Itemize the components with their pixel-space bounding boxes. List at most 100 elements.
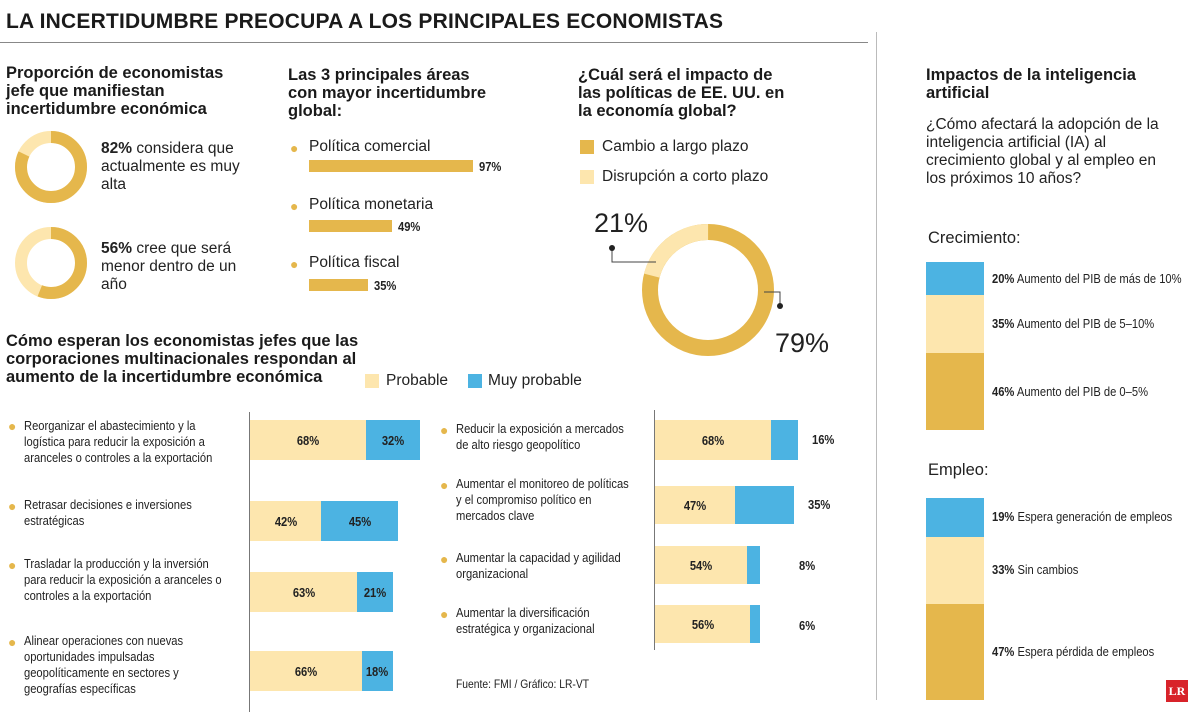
s1-heading: Proporción de economistas jefe que manif… [6, 64, 224, 118]
s5-employment-label: Empleo: [928, 461, 989, 479]
s5-growth-label: Crecimiento: [928, 229, 1021, 247]
s5-employment-seg-2 [926, 536, 984, 605]
s4-r-bullet-2: ● [440, 477, 449, 493]
s5-growth-seg-3 [926, 353, 984, 430]
s5-growth-seg-1 [926, 262, 984, 296]
s5-question: ¿Cómo afectará la adopción de la intelig… [926, 116, 1159, 187]
s3-donut [609, 224, 783, 356]
s4-r-text-3: Aumentar la capacidad y agilidad organiz… [456, 550, 621, 581]
s4-r-muy-label-3: 8% [799, 558, 816, 573]
s3-label-79: 79% [775, 328, 830, 358]
lr-logo: LR [1166, 680, 1188, 702]
s4-l-muy-3: 21% [357, 572, 393, 612]
s5-employment-seg-3 [926, 604, 984, 700]
s3-legend-1: Cambio a largo plazo [602, 138, 749, 155]
s4-r-muy-2 [734, 486, 795, 524]
s4-right-axis [654, 410, 655, 650]
s1-item-2-pct: 56% [101, 240, 133, 257]
s4-r-muy-label-1: 16% [811, 432, 835, 447]
s4-l-probable-4: 66% [250, 651, 363, 691]
s4-l-muy-2: 45% [321, 501, 398, 541]
s4-l-probable-3: 63% [250, 572, 358, 612]
s3-legend-2: Disrupción a corto plazo [602, 168, 769, 185]
s5-employment-seg-1 [926, 498, 984, 537]
s4-r-muy-label-4: 6% [799, 618, 816, 633]
s2-label-3: Política fiscal [309, 254, 400, 271]
s2-value-3: 35% [374, 278, 397, 293]
vertical-divider [876, 32, 877, 700]
s4-r-text-1: Reducir la exposición a mercados de alto… [456, 421, 624, 452]
s4-r-row-3: 54% [655, 546, 761, 584]
s3-leader-79-dot [777, 303, 783, 309]
page-title: LA INCERTIDUMBRE PREOCUPA A LOS PRINCIPA… [6, 10, 724, 33]
s1-donut-2-arc [15, 227, 87, 299]
s1-item-1: 82% considera que actualmente es muy alt… [101, 140, 241, 194]
s4-l-row-4: 66% 18% [250, 651, 393, 691]
s4-r-muy-3 [746, 546, 761, 584]
s5-growth-seg-2 [926, 295, 984, 354]
s4-l-bullet-3: ● [8, 557, 17, 573]
s4-r-muy-4 [750, 605, 761, 643]
s4-heading: Cómo esperan los economistas jefes que l… [6, 332, 359, 386]
s4-r-row-4: 56% [655, 605, 761, 643]
s2-bullet-2: ● [290, 198, 299, 214]
s4-r-muy-label-2: 35% [808, 497, 831, 512]
s4-l-text-1: Reorganizar el abastecimiento y la logís… [24, 418, 213, 465]
s4-l-probable-2: 42% [250, 501, 322, 541]
title-divider [0, 42, 868, 43]
s5-employment-stack [926, 498, 984, 700]
s4-r-probable-4: 56% [655, 605, 751, 643]
s4-l-muy-4: 18% [362, 651, 393, 691]
s4-l-row-1: 68% 32% [250, 420, 420, 460]
s3-leader-21 [611, 248, 656, 263]
s4-l-bullet-2: ● [8, 498, 17, 514]
s5-growth-label-1: 20% Aumento del PIB de más de 10% [992, 270, 1182, 286]
s3-legend-swatch-1 [580, 140, 594, 154]
s4-r-row-1: 68% [655, 420, 798, 460]
s1-item-1-text: considera que actualmente es muy alta [101, 140, 240, 193]
s3-slice-short [642, 224, 774, 356]
s2-label-1: Política comercial [309, 138, 431, 155]
s1-item-2: 56% cree que será menor dentro de un año [101, 240, 241, 294]
s2-heading: Las 3 principales áreas con mayor incert… [288, 66, 487, 120]
s4-legend-swatch-probable [365, 374, 379, 388]
s4-l-row-2: 42% 45% [250, 501, 398, 541]
s5-growth-label-3: 46% Aumento del PIB de 0–5% [992, 383, 1149, 399]
s1-donut-1 [15, 131, 87, 203]
s2-bar-2 [309, 220, 392, 232]
s1-item-2-text: cree que será menor dentro de un año [101, 240, 237, 293]
s4-r-probable-3: 54% [655, 546, 747, 584]
s4-left-axis [249, 412, 250, 712]
s4-legend-swatch-muy [468, 374, 482, 388]
s4-l-text-4: Alinear operaciones con nuevas oportunid… [24, 633, 184, 696]
source-note: Fuente: FMI / Gráfico: LR-VT [456, 677, 590, 691]
s4-l-text-3: Trasladar la producción y la inversión p… [24, 556, 222, 603]
s4-r-probable-2: 47% [655, 486, 735, 524]
s2-label-2: Política monetaria [309, 196, 434, 213]
s4-legend-probable: Probable [386, 372, 449, 389]
s5-growth-label-2: 35% Aumento del PIB de 5–10% [992, 316, 1155, 332]
s3-legend-swatch-2 [580, 170, 594, 184]
s4-l-probable-1: 68% [250, 420, 366, 460]
s4-r-row-2: 47% [655, 486, 795, 524]
s5-employment-label-2: 33% Sin cambios [992, 562, 1079, 578]
s4-r-bullet-1: ● [440, 422, 449, 438]
s1-item-1-pct: 82% [101, 140, 133, 157]
s3-heading: ¿Cuál será el impacto de las políticas d… [578, 66, 785, 120]
s3-label-21: 21% [594, 208, 649, 238]
s5-employment-label-1: 19% Espera generación de empleos [992, 509, 1173, 525]
s2-value-1: 97% [479, 159, 502, 174]
s4-l-row-3: 63% 21% [250, 572, 393, 612]
s2-bullet-3: ● [290, 256, 299, 272]
s4-l-muy-1: 32% [365, 420, 420, 460]
s4-r-text-4: Aumentar la diversificación estratégica … [456, 605, 595, 636]
s1-donut-1-arc [15, 131, 87, 203]
s4-r-bullet-3: ● [440, 551, 449, 567]
s4-legend-muy: Muy probable [488, 372, 582, 389]
s3-leader-21-dot [609, 245, 615, 251]
s1-donut-2 [15, 227, 87, 299]
s4-r-text-2: Aumentar el monitoreo de políticas y el … [456, 476, 629, 523]
s4-l-bullet-4: ● [8, 634, 17, 650]
s2-value-2: 49% [397, 219, 421, 234]
s4-l-bullet-1: ● [8, 418, 17, 434]
